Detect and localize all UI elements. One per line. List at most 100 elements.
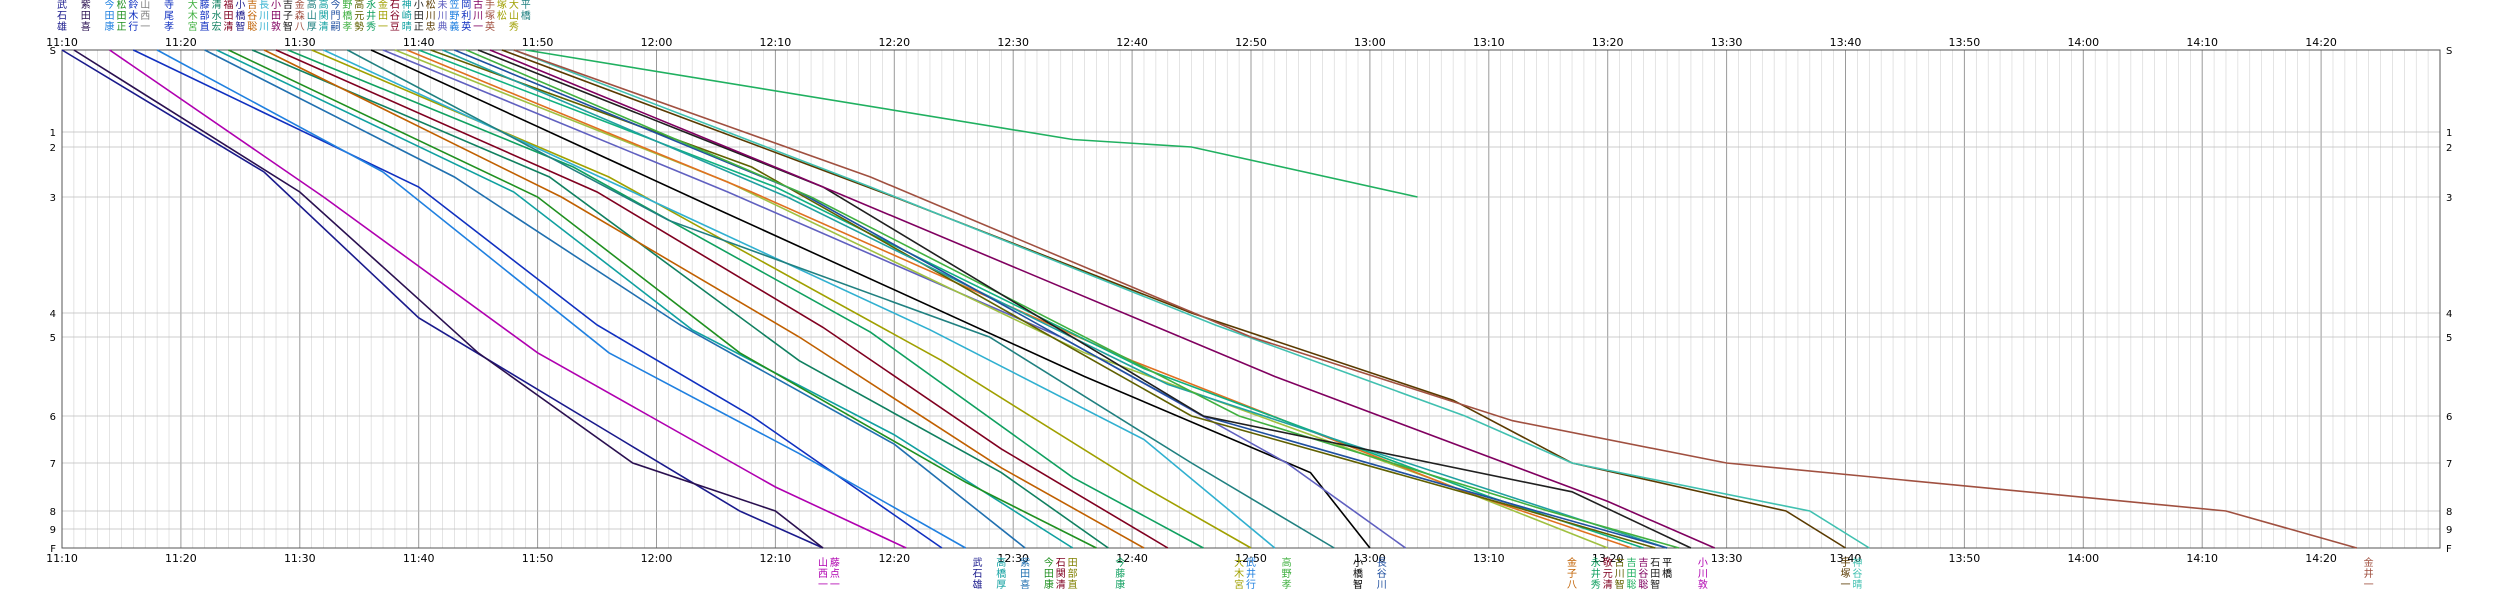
y-tick-label: 2 (50, 143, 56, 154)
end-name-26: 金井一 (2364, 556, 2374, 591)
x-tick-label: 12:10 (760, 552, 792, 565)
start-name-5: 鈴木行 (128, 0, 138, 33)
grid-lines (61, 49, 2441, 549)
series-line-30 (525, 49, 1418, 198)
x-tick-label: 11:10 (46, 552, 78, 565)
y-tick-label: S (50, 46, 56, 57)
end-name-3: 武石雄 (973, 556, 983, 591)
end-name-10: 大木宮 (1234, 556, 1244, 591)
start-name-29: 未川典 (437, 0, 447, 33)
y-tick-label: 5 (50, 333, 56, 344)
end-name-4: 高橋厚 (996, 556, 1006, 591)
series-line-19 (406, 49, 1632, 549)
start-name-3: 今田康 (105, 0, 115, 33)
series-line-29 (513, 49, 2358, 549)
x-tick-label: 14:00 (2067, 552, 2099, 565)
start-name-25: 石谷豆 (390, 0, 400, 33)
start-name-22: 高元勢 (354, 0, 364, 33)
y-tick-label: 8 (2446, 507, 2452, 518)
start-name-30: 笠野義 (449, 0, 459, 33)
end-name-24: 手塚一 (1841, 556, 1851, 591)
y-tick-label: 9 (50, 525, 56, 536)
x-tick-label: 11:20 (165, 552, 197, 565)
end-name-1: 山西一 (818, 557, 828, 591)
y-axis-ticks: S S 1 1 2 2 3 3 4 4 5 5 6 6 7 7 8 8 9 9 F F (50, 46, 2453, 555)
x-tick-label: 13:10 (1473, 552, 1505, 565)
end-name-13: 小橋智 (1353, 557, 1363, 591)
start-name-7: 寺尾孝 (164, 0, 174, 33)
end-name-16: 永井秀 (1591, 556, 1601, 591)
series-line-5 (156, 49, 966, 549)
end-name-19: 吉田聡 (1626, 557, 1636, 591)
series-line-24 (465, 49, 1680, 549)
x-axis-ticks: 11:10 11:10 11:20 11:20 11:30 11:30 11:40 11:40… (46, 36, 2337, 565)
y-tick-label: 9 (2446, 525, 2452, 536)
series-line-4 (132, 49, 943, 549)
series-line-1 (61, 49, 824, 549)
end-name-8: 田部直 (1068, 558, 1078, 591)
x-tick-label: 14:00 (2067, 36, 2099, 49)
series-line-7 (216, 49, 1074, 549)
x-tick-label: 11:20 (165, 36, 197, 49)
x-tick-label: 12:30 (997, 552, 1029, 565)
y-tick-label: 7 (2446, 459, 2452, 470)
start-name-32: 古川一 (473, 0, 483, 33)
x-tick-label: 12:50 (1235, 36, 1267, 49)
x-tick-label: 13:30 (1711, 552, 1743, 565)
start-name-16: 吉子智 (283, 0, 293, 33)
start-name-19: 高関清 (319, 0, 329, 33)
start-name-27: 小田正 (414, 0, 424, 33)
y-tick-label: 7 (50, 459, 56, 470)
x-tick-label: 13:40 (1830, 552, 1862, 565)
series-line-28 (513, 49, 1870, 549)
series-line-20 (418, 49, 1644, 549)
start-name-8: 大木宮 (188, 0, 198, 33)
y-tick-label: 1 (2446, 128, 2452, 139)
x-tick-label: 11:10 (46, 36, 78, 49)
start-name-15: 小田敦 (271, 0, 281, 33)
x-tick-label: 11:50 (522, 36, 554, 49)
x-tick-label: 13:20 (1592, 552, 1624, 565)
end-name-25: 神谷晴 (1852, 556, 1862, 591)
end-name-22: 平橋 (1662, 558, 1672, 580)
y-tick-label: 6 (2446, 412, 2452, 423)
series-line-15 (347, 49, 1335, 549)
end-name-17: 敬元清 (1603, 556, 1613, 591)
y-tick-label: 8 (50, 507, 56, 518)
end-name-2: 藤点一 (830, 557, 840, 591)
x-tick-label: 13:10 (1473, 36, 1505, 49)
x-tick-label: 14:10 (2186, 552, 2218, 565)
end-name-12: 高野孝 (1282, 556, 1292, 591)
x-tick-label: 13:50 (1949, 36, 1981, 49)
end-name-14: 長谷川 (1377, 557, 1387, 591)
start-name-33: 手塚英 (485, 0, 495, 33)
start-name-11: 福田清 (223, 0, 233, 33)
start-name-18: 高山厚 (307, 0, 317, 33)
x-tick-label: 12:00 (641, 552, 673, 565)
end-name-9: 今藤康 (1115, 556, 1125, 591)
x-tick-label: 12:40 (1116, 552, 1148, 565)
y-tick-label: F (50, 544, 56, 555)
series-line-3 (109, 49, 907, 549)
series-line-11 (275, 49, 1169, 549)
end-name-11: 武井行 (1246, 556, 1256, 591)
end-name-15: 金子八 (1567, 556, 1577, 591)
y-tick-label: 4 (50, 309, 56, 320)
series-line-16 (370, 49, 1371, 549)
start-name-17: 金森八 (295, 0, 305, 33)
x-tick-label: 13:30 (1711, 36, 1743, 49)
end-name-7: 石関清 (1056, 558, 1066, 591)
x-tick-label: 13:40 (1830, 36, 1862, 49)
end-name-18: 古川智 (1615, 556, 1625, 591)
x-tick-label: 12:30 (997, 36, 1029, 49)
x-tick-label: 11:30 (284, 36, 316, 49)
series-line-8 (228, 49, 1097, 549)
y-tick-label: 3 (2446, 193, 2452, 204)
start-name-35: 大山秀 (509, 0, 519, 33)
end-name-21: 石田智 (1650, 558, 1660, 591)
series-line-9 (251, 49, 1109, 549)
y-tick-label: 2 (2446, 143, 2452, 154)
series-line-14 (323, 49, 1276, 549)
x-tick-label: 12:20 (878, 36, 910, 49)
